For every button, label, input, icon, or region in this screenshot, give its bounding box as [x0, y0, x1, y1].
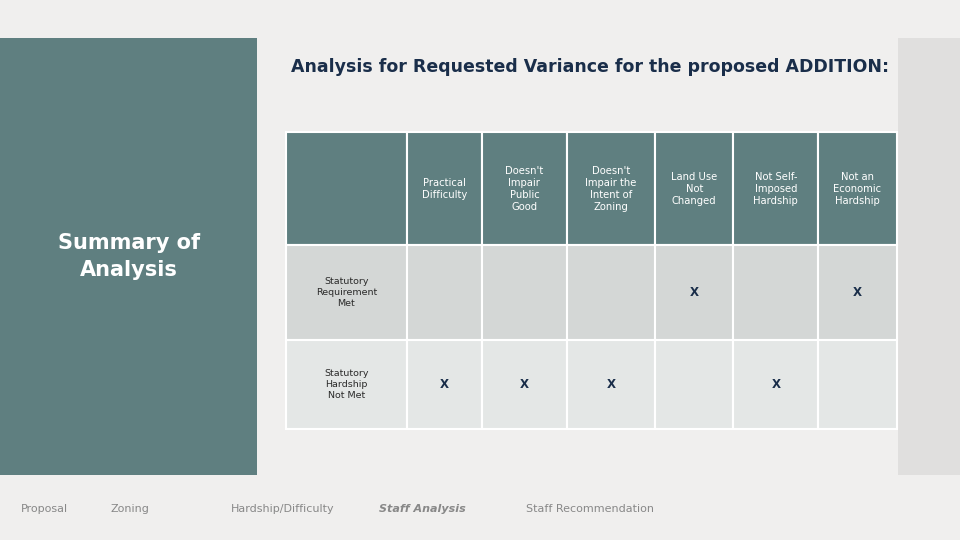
Text: X: X [689, 286, 699, 299]
Text: Practical
Difficulty: Practical Difficulty [421, 178, 468, 200]
Text: X: X [440, 378, 449, 392]
Text: Not Self-
Imposed
Hardship: Not Self- Imposed Hardship [754, 172, 798, 206]
Text: Statutory
Requirement
Met: Statutory Requirement Met [316, 277, 377, 308]
Text: X: X [520, 378, 529, 392]
Text: X: X [771, 378, 780, 392]
Text: Summary of
Analysis: Summary of Analysis [58, 233, 200, 280]
Text: Not an
Economic
Hardship: Not an Economic Hardship [833, 172, 881, 206]
Text: Doesn't
Impair
Public
Good: Doesn't Impair Public Good [505, 166, 543, 212]
Text: Staff Analysis: Staff Analysis [379, 504, 466, 514]
Text: Hardship/Difficulty: Hardship/Difficulty [230, 504, 334, 514]
Text: Doesn't
Impair the
Intent of
Zoning: Doesn't Impair the Intent of Zoning [586, 166, 636, 212]
Text: X: X [852, 286, 862, 299]
Text: Staff Recommendation: Staff Recommendation [526, 504, 654, 514]
Text: Proposal: Proposal [21, 504, 68, 514]
Text: X: X [607, 378, 615, 392]
Text: Land Use
Not
Changed: Land Use Not Changed [671, 172, 717, 206]
Text: Analysis for Requested Variance for the proposed ADDITION:: Analysis for Requested Variance for the … [291, 58, 889, 77]
Text: Statutory
Hardship
Not Met: Statutory Hardship Not Met [324, 369, 369, 400]
Text: Zoning: Zoning [110, 504, 149, 514]
